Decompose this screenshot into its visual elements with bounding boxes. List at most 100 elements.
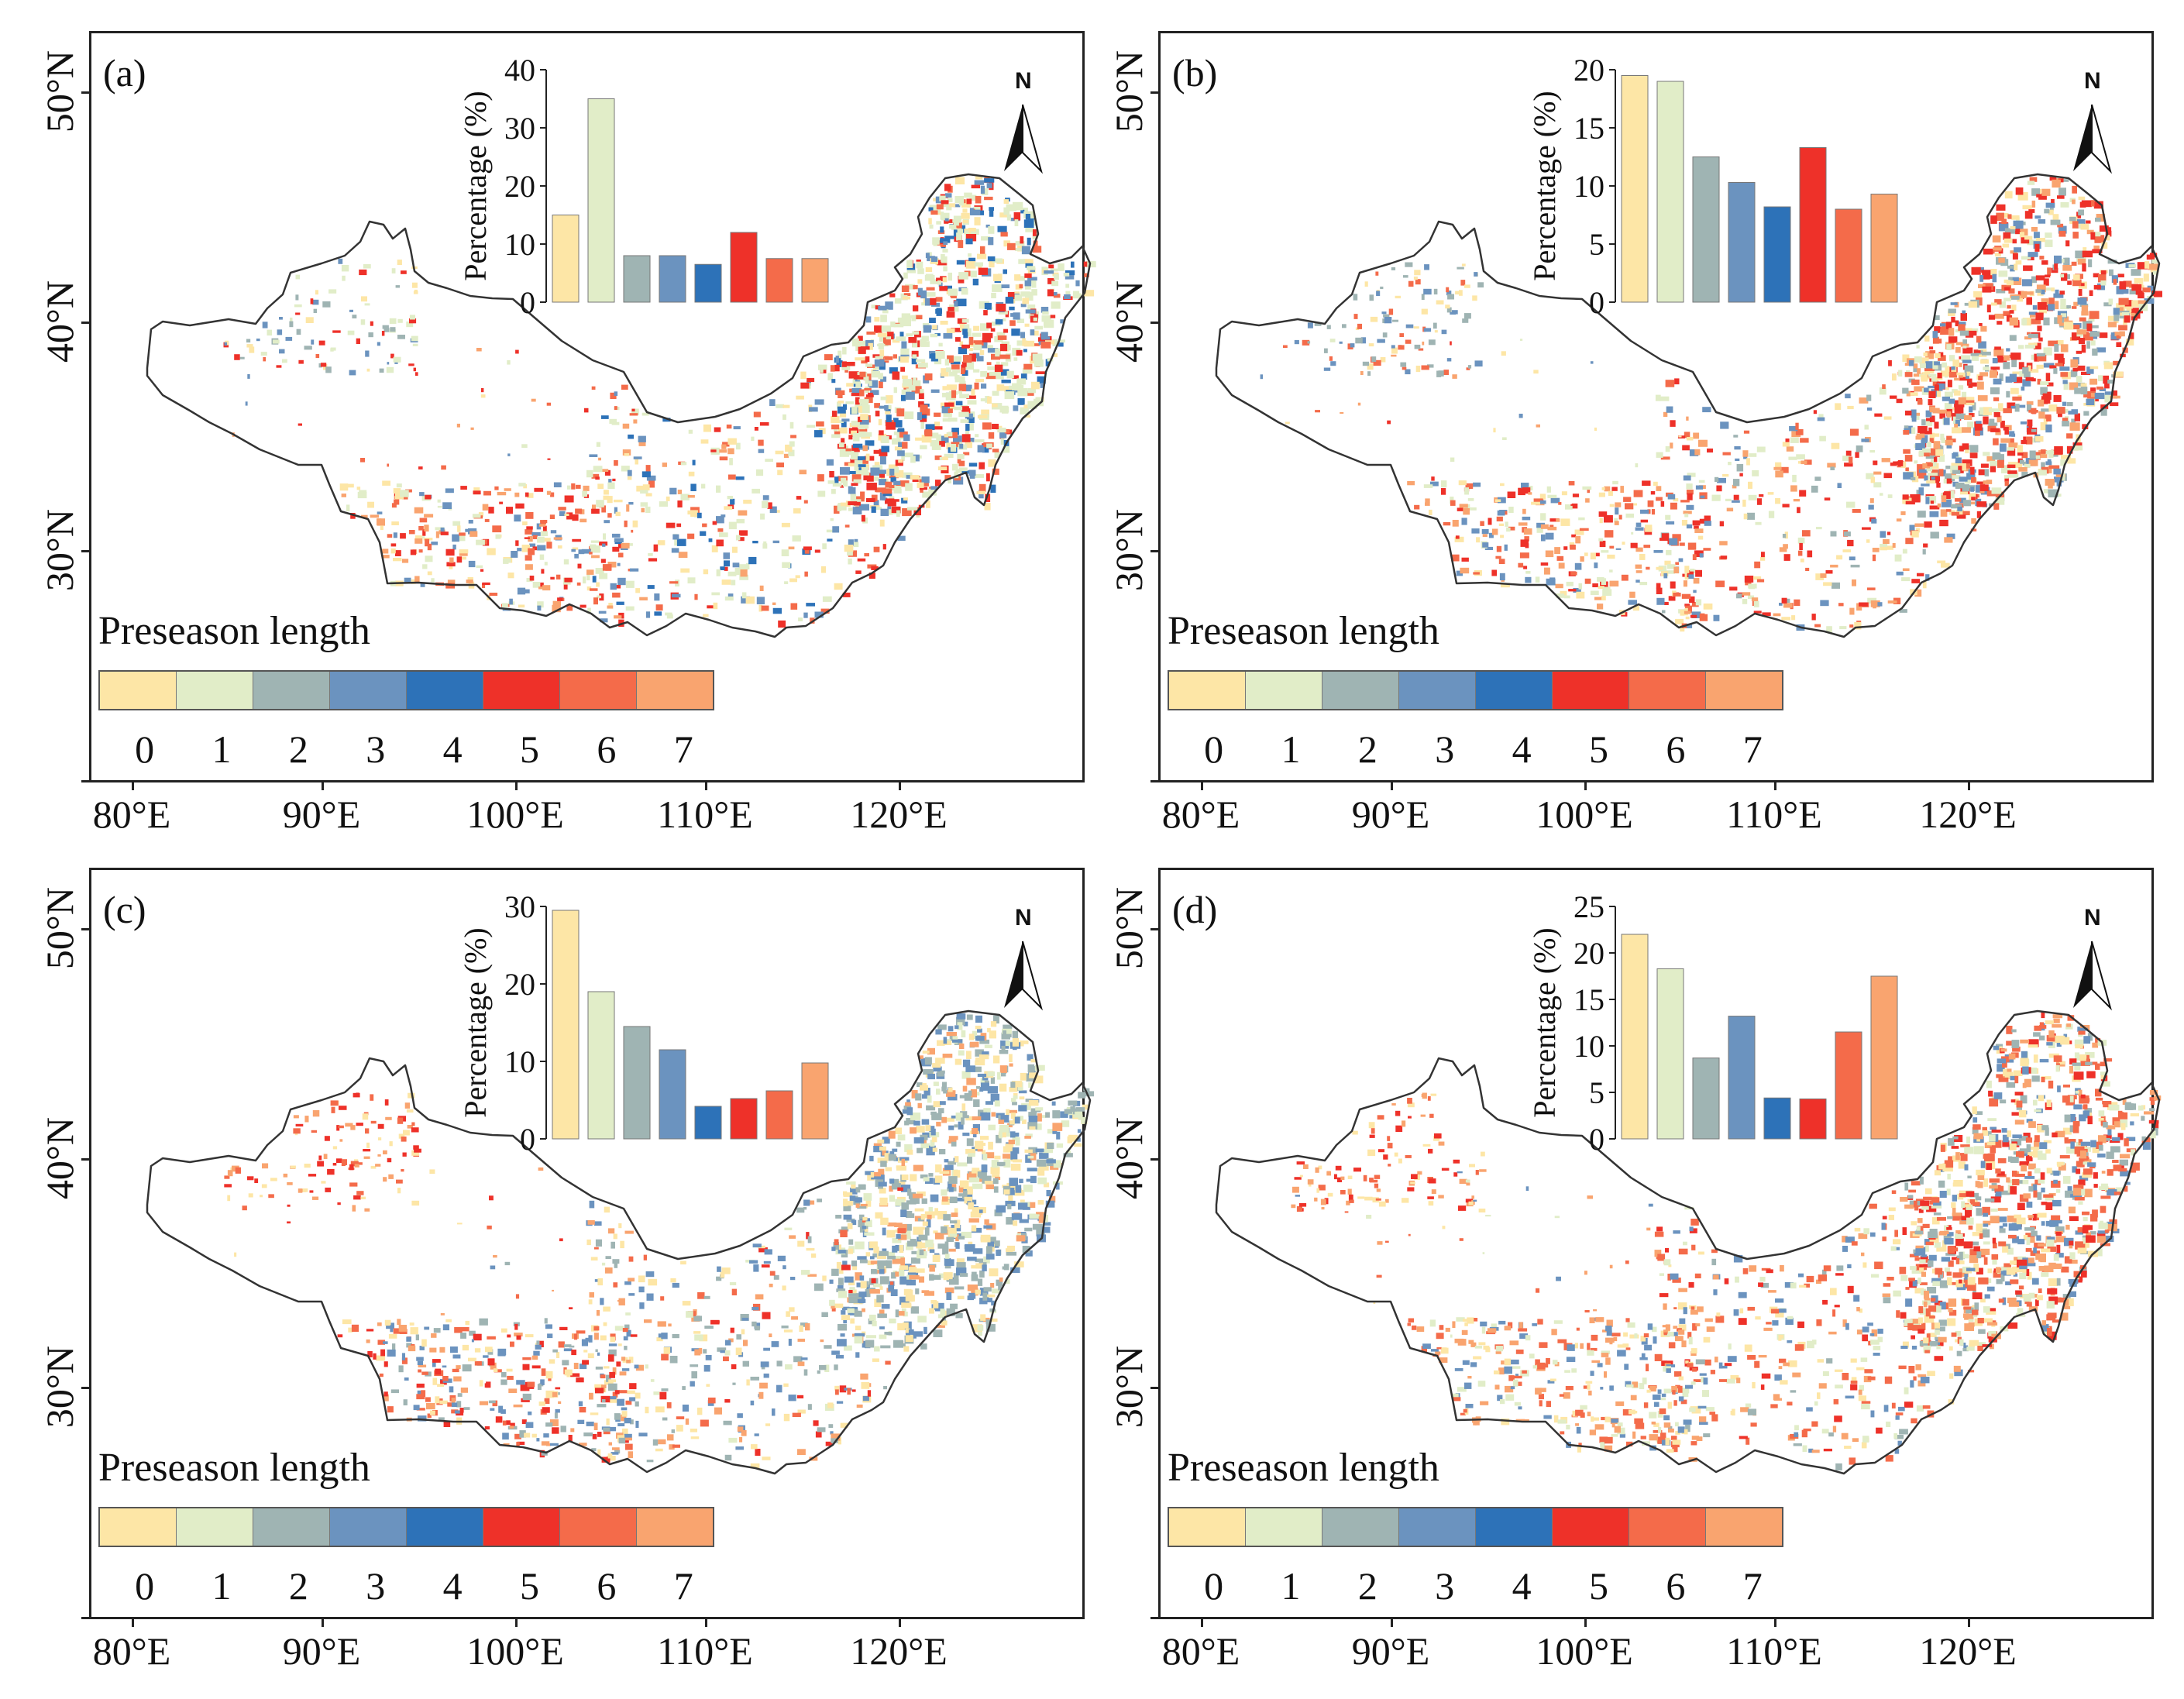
map-pixel xyxy=(834,364,840,372)
map-pixel xyxy=(2054,344,2059,353)
map-pixel xyxy=(1003,269,1007,274)
map-pixel xyxy=(1914,356,1922,363)
map-pixel xyxy=(972,1170,982,1177)
map-pixel xyxy=(2045,274,2051,278)
map-pixel xyxy=(2031,318,2041,325)
map-pixel xyxy=(1582,486,1592,490)
map-pixel xyxy=(999,1083,1007,1092)
map-pixel xyxy=(526,578,533,583)
map-pixel xyxy=(1056,1143,1064,1148)
map-pixel xyxy=(796,1207,805,1213)
map-pixel xyxy=(540,520,546,524)
map-pixel xyxy=(1971,477,1976,483)
map-pixel xyxy=(738,510,748,516)
map-pixel xyxy=(885,1360,891,1365)
map-pixel xyxy=(900,366,905,372)
map-pixel xyxy=(1357,323,1362,329)
map-pixel xyxy=(961,344,970,349)
map-pixel xyxy=(954,1219,961,1229)
map-pixel xyxy=(848,501,858,506)
map-pixel xyxy=(1000,438,1005,445)
map-pixel xyxy=(1983,480,1990,484)
map-pixel xyxy=(459,549,469,554)
map-pixel xyxy=(295,274,300,280)
map-pixel xyxy=(872,354,883,358)
map-pixel xyxy=(882,544,886,550)
map-pixel xyxy=(1967,421,1974,429)
map-pixel xyxy=(1664,601,1669,605)
map-pixel xyxy=(799,1325,803,1333)
map-pixel xyxy=(987,345,993,349)
map-pixel xyxy=(1016,349,1023,356)
map-pixel xyxy=(1663,411,1668,418)
map-pixel xyxy=(784,581,789,584)
map-pixel xyxy=(1959,491,1969,495)
map-pixel xyxy=(671,548,679,553)
map-pixel xyxy=(1940,433,1945,441)
map-pixel xyxy=(932,1063,941,1068)
map-pixel xyxy=(932,1254,941,1262)
map-pixel xyxy=(1413,326,1419,329)
map-pixel xyxy=(1415,366,1421,373)
map-pixel xyxy=(1036,1123,1042,1130)
map-pixel xyxy=(861,359,868,364)
map-pixel xyxy=(842,592,851,597)
map-pixel xyxy=(1413,276,1418,280)
map-pixel xyxy=(1864,425,1869,430)
map-pixel xyxy=(631,408,635,412)
map-pixel xyxy=(842,1260,848,1267)
map-pixel xyxy=(589,1291,594,1298)
map-pixel xyxy=(1006,204,1016,212)
map-pixel xyxy=(1917,464,1925,473)
map-pixel xyxy=(1925,410,1932,418)
map-pixel xyxy=(658,540,666,545)
map-pixel xyxy=(775,510,780,513)
map-pixel xyxy=(968,228,976,232)
map-pixel xyxy=(525,529,533,535)
map-pixel xyxy=(984,196,993,201)
map-pixel xyxy=(1028,1116,1038,1123)
map-pixel xyxy=(564,495,574,503)
map-pixel xyxy=(604,1206,610,1213)
map-pixel xyxy=(2008,277,2013,280)
map-pixel xyxy=(999,354,1010,359)
map-pixel xyxy=(586,574,590,581)
map-pixel xyxy=(878,1181,887,1187)
map-pixel xyxy=(1330,361,1336,366)
map-pixel xyxy=(1782,504,1790,507)
map-pixel xyxy=(1465,483,1474,490)
map-pixel xyxy=(465,528,474,532)
map-pixel xyxy=(590,545,600,553)
map-pixel xyxy=(953,1273,959,1280)
map-pixel xyxy=(668,1323,672,1327)
map-pixel xyxy=(961,212,970,219)
map-pixel xyxy=(982,1154,988,1161)
map-pixel xyxy=(1040,342,1051,349)
map-pixel xyxy=(510,1422,515,1428)
map-pixel xyxy=(586,1239,591,1246)
map-pixel xyxy=(848,507,853,511)
map-pixel xyxy=(700,1419,709,1427)
map-pixel xyxy=(885,301,893,310)
map-pixel xyxy=(836,1401,844,1404)
map-pixel xyxy=(936,277,943,282)
map-pixel xyxy=(607,1383,617,1391)
map-pixel xyxy=(917,1316,927,1322)
map-pixel xyxy=(1073,1109,1083,1118)
map-pixel xyxy=(2011,463,2023,468)
map-pixel xyxy=(1952,469,1961,474)
map-pixel xyxy=(2036,353,2046,357)
map-pixel xyxy=(1945,466,1954,469)
map-pixel xyxy=(903,296,910,300)
map-pixel xyxy=(502,1432,509,1440)
map-pixel xyxy=(975,1263,983,1269)
map-pixel xyxy=(2096,347,2107,353)
map-pixel xyxy=(965,1065,975,1072)
map-pixel xyxy=(710,449,717,452)
map-pixel xyxy=(942,1227,953,1235)
map-pixel xyxy=(871,566,879,570)
map-pixel xyxy=(792,1412,801,1417)
map-pixel xyxy=(1669,538,1678,545)
map-pixel xyxy=(1680,500,1690,503)
map-pixel xyxy=(1053,294,1061,298)
